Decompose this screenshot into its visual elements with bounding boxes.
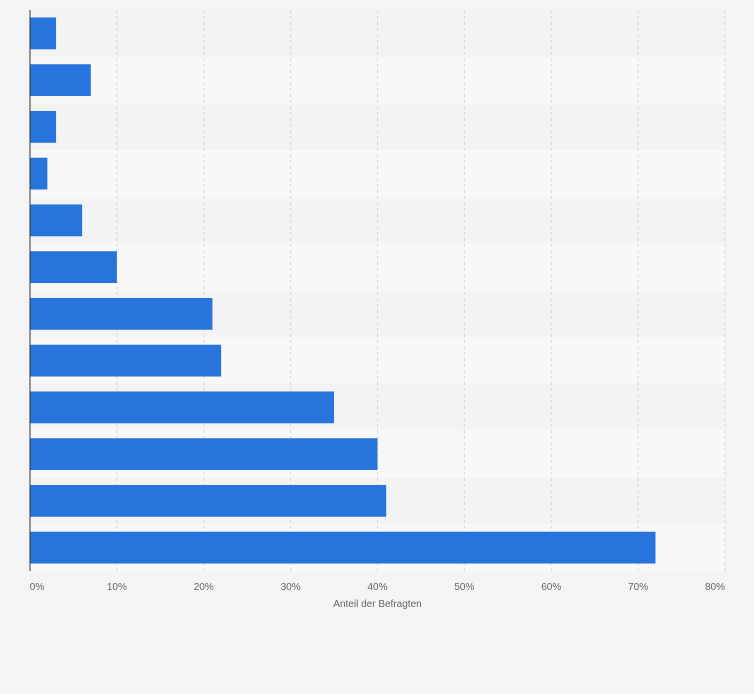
bar[interactable]: [30, 391, 335, 424]
x-tick-label: 30%: [281, 582, 301, 593]
bar[interactable]: [30, 110, 57, 143]
bar[interactable]: [30, 531, 656, 564]
x-tick-label: 70%: [628, 582, 648, 593]
x-tick-label: 10%: [107, 582, 127, 593]
bar[interactable]: [30, 17, 57, 50]
x-tick-labels: 0% 10% 20% 30% 40% 50% 60% 70% 80%: [30, 582, 725, 593]
x-tick-label: 20%: [194, 582, 214, 593]
x-tick-label: 40%: [367, 582, 387, 593]
bar[interactable]: [30, 204, 83, 237]
x-tick-label: 50%: [454, 582, 474, 593]
bar[interactable]: [30, 344, 222, 377]
bar[interactable]: [30, 484, 387, 517]
bar[interactable]: [30, 251, 117, 284]
x-axis-title: Anteil der Befragten: [333, 599, 421, 610]
bar[interactable]: [30, 157, 48, 190]
bar[interactable]: [30, 64, 91, 97]
bar[interactable]: [30, 438, 378, 471]
x-tick-label: 0%: [30, 582, 45, 593]
x-tick-label: 60%: [541, 582, 561, 593]
x-tick-label: 80%: [705, 582, 725, 593]
bar[interactable]: [30, 297, 213, 330]
bars: [30, 17, 656, 564]
